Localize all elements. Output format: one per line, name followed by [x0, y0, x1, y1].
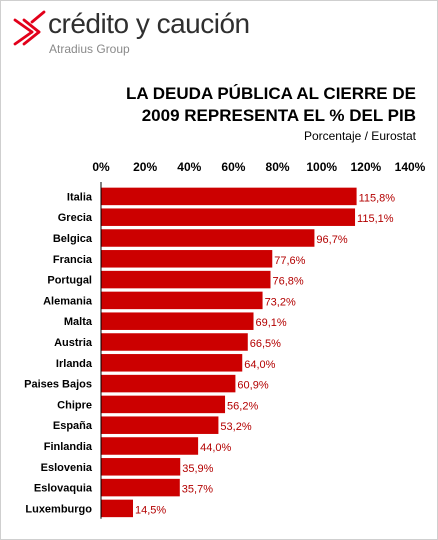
- category-label: Luxemburgo: [25, 503, 92, 515]
- data-label: 96,7%: [316, 234, 347, 246]
- category-label: Eslovenia: [41, 462, 93, 474]
- category-label: Belgica: [53, 233, 93, 245]
- chart-title-line-2: 2009 REPRESENTA EL % DEL PIB: [141, 106, 416, 125]
- bar: [101, 270, 271, 289]
- bar: [101, 354, 243, 372]
- brand-name: crédito y caución: [48, 8, 250, 39]
- data-label: 76,8%: [273, 276, 304, 288]
- data-label: 115,1%: [357, 213, 394, 225]
- data-label: 73,2%: [265, 296, 296, 308]
- category-label: Paises Bajos: [24, 379, 92, 391]
- data-label: 44,0%: [200, 442, 231, 454]
- bar: [101, 229, 315, 247]
- bar: [101, 458, 181, 476]
- category-label: Malta: [64, 316, 93, 328]
- category-label: Irlanda: [56, 358, 93, 370]
- x-tick-label: 0%: [92, 160, 110, 174]
- category-label: Francia: [53, 254, 93, 266]
- category-label: Portugal: [47, 275, 92, 287]
- x-tick-label: 60%: [221, 160, 245, 174]
- x-tick-label: 140%: [395, 160, 426, 174]
- chart-subtitle: Porcentaje / Eurostat: [303, 129, 416, 143]
- category-label: España: [53, 420, 93, 432]
- chart-title-line-1: LA DEUDA PÚBLICA AL CIERRE DE: [126, 84, 416, 103]
- bar: [101, 333, 248, 351]
- data-label: 53,2%: [220, 421, 251, 433]
- category-label: Alemania: [43, 295, 93, 307]
- bar: [101, 374, 236, 393]
- bar: [101, 416, 219, 434]
- x-tick-label: 100%: [306, 160, 337, 174]
- data-label: 56,2%: [227, 400, 258, 412]
- arrow-chevrons-icon: [13, 10, 46, 46]
- bar: [101, 312, 254, 330]
- bar: [101, 208, 356, 226]
- category-label: Austria: [54, 337, 93, 349]
- category-label: Eslovaquia: [34, 483, 93, 495]
- bar: [101, 250, 273, 268]
- data-label: 64,0%: [244, 359, 275, 371]
- brand-logo: crédito y caución Atradius Group: [12, 6, 312, 58]
- category-label: Italia: [67, 191, 93, 203]
- data-label: 115,8%: [359, 192, 396, 204]
- data-label: 77,6%: [274, 255, 305, 267]
- category-label: Finlandia: [44, 441, 93, 453]
- x-tick-label: 80%: [266, 160, 290, 174]
- category-label: Grecia: [58, 212, 93, 224]
- x-tick-label: 20%: [133, 160, 157, 174]
- bar: [101, 478, 180, 497]
- category-label: Chipre: [57, 399, 92, 411]
- bar: [101, 291, 263, 310]
- chart-title: LA DEUDA PÚBLICA AL CIERRE DE 2009 REPRE…: [106, 83, 416, 127]
- data-label: 66,5%: [250, 338, 281, 350]
- bar: [101, 499, 134, 518]
- x-tick-label: 120%: [351, 160, 382, 174]
- data-label: 35,9%: [182, 463, 213, 475]
- data-label: 35,7%: [182, 484, 213, 496]
- bar: [101, 187, 357, 206]
- data-label: 14,5%: [135, 504, 166, 516]
- x-tick-label: 40%: [177, 160, 201, 174]
- data-label: 69,1%: [256, 317, 287, 329]
- bar: [101, 395, 226, 414]
- bar: [101, 437, 199, 455]
- data-label: 60,9%: [237, 380, 268, 392]
- brand-subtitle: Atradius Group: [49, 42, 130, 56]
